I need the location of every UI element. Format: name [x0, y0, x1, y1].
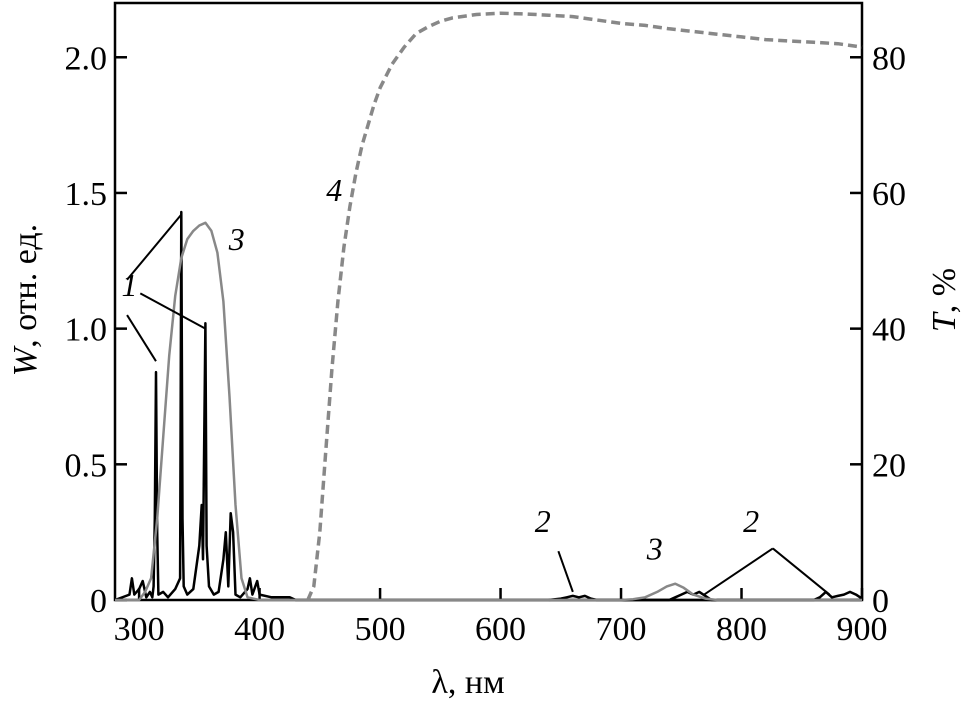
y-right-tick-label: 80: [872, 40, 906, 77]
y-axis-left-title: W, отн. ед.: [7, 224, 44, 376]
y-right-unit: , %: [926, 268, 963, 313]
series-line-4: [306, 11, 863, 601]
x-axis-title: λ, нм: [431, 664, 504, 701]
curve-label-2: 2: [535, 503, 551, 539]
y-left-tick-label: 2.0: [65, 40, 108, 77]
y-right-tick-label: 20: [872, 447, 906, 484]
annotation-layer: 1 3 4 2 3 2: [121, 172, 831, 596]
y-right-tick-label: 40: [872, 312, 906, 349]
x-tick-label: 600: [475, 611, 526, 648]
series-line-3: [115, 221, 862, 602]
y-left-symbol: W: [7, 345, 44, 376]
y-left-unit: , отн. ед.: [7, 224, 44, 348]
x-tick-label: 400: [234, 611, 285, 648]
y-right-tick-label: 0: [872, 583, 889, 620]
x-tick-label: 900: [837, 611, 888, 648]
series-layer: [114, 11, 863, 602]
leader-line: [772, 547, 831, 596]
curve-label-4: 4: [326, 172, 342, 208]
x-tick-label: 300: [114, 611, 165, 648]
curve-label-3: 3: [228, 221, 245, 257]
leader-line: [139, 292, 206, 330]
curve-label-2: 2: [743, 503, 759, 539]
y-left-tick-label: 1.0: [65, 312, 108, 349]
x-tick-label: 700: [596, 611, 647, 648]
series-line-1: [114, 210, 862, 602]
y-left-tick-label: 1.5: [65, 176, 108, 213]
y-axis-right-title: T, %: [926, 268, 963, 332]
y-left-tick-label: 0: [90, 583, 107, 620]
x-tick-label: 800: [716, 611, 767, 648]
curve-label-3: 3: [646, 530, 663, 566]
leader-line: [126, 214, 183, 281]
axes-layer: 300 400 500 600 700 800 90000.51.01.52.0020406…: [65, 1, 906, 648]
leader-line: [703, 547, 774, 596]
y-right-tick-label: 60: [872, 176, 906, 213]
leader-line: [126, 314, 157, 362]
x-tick-label: 500: [355, 611, 406, 648]
curve-label-1: 1: [121, 267, 137, 303]
y-right-symbol: T: [926, 311, 963, 332]
y-left-tick-label: 0.5: [65, 447, 108, 484]
leader-line: [557, 550, 574, 593]
